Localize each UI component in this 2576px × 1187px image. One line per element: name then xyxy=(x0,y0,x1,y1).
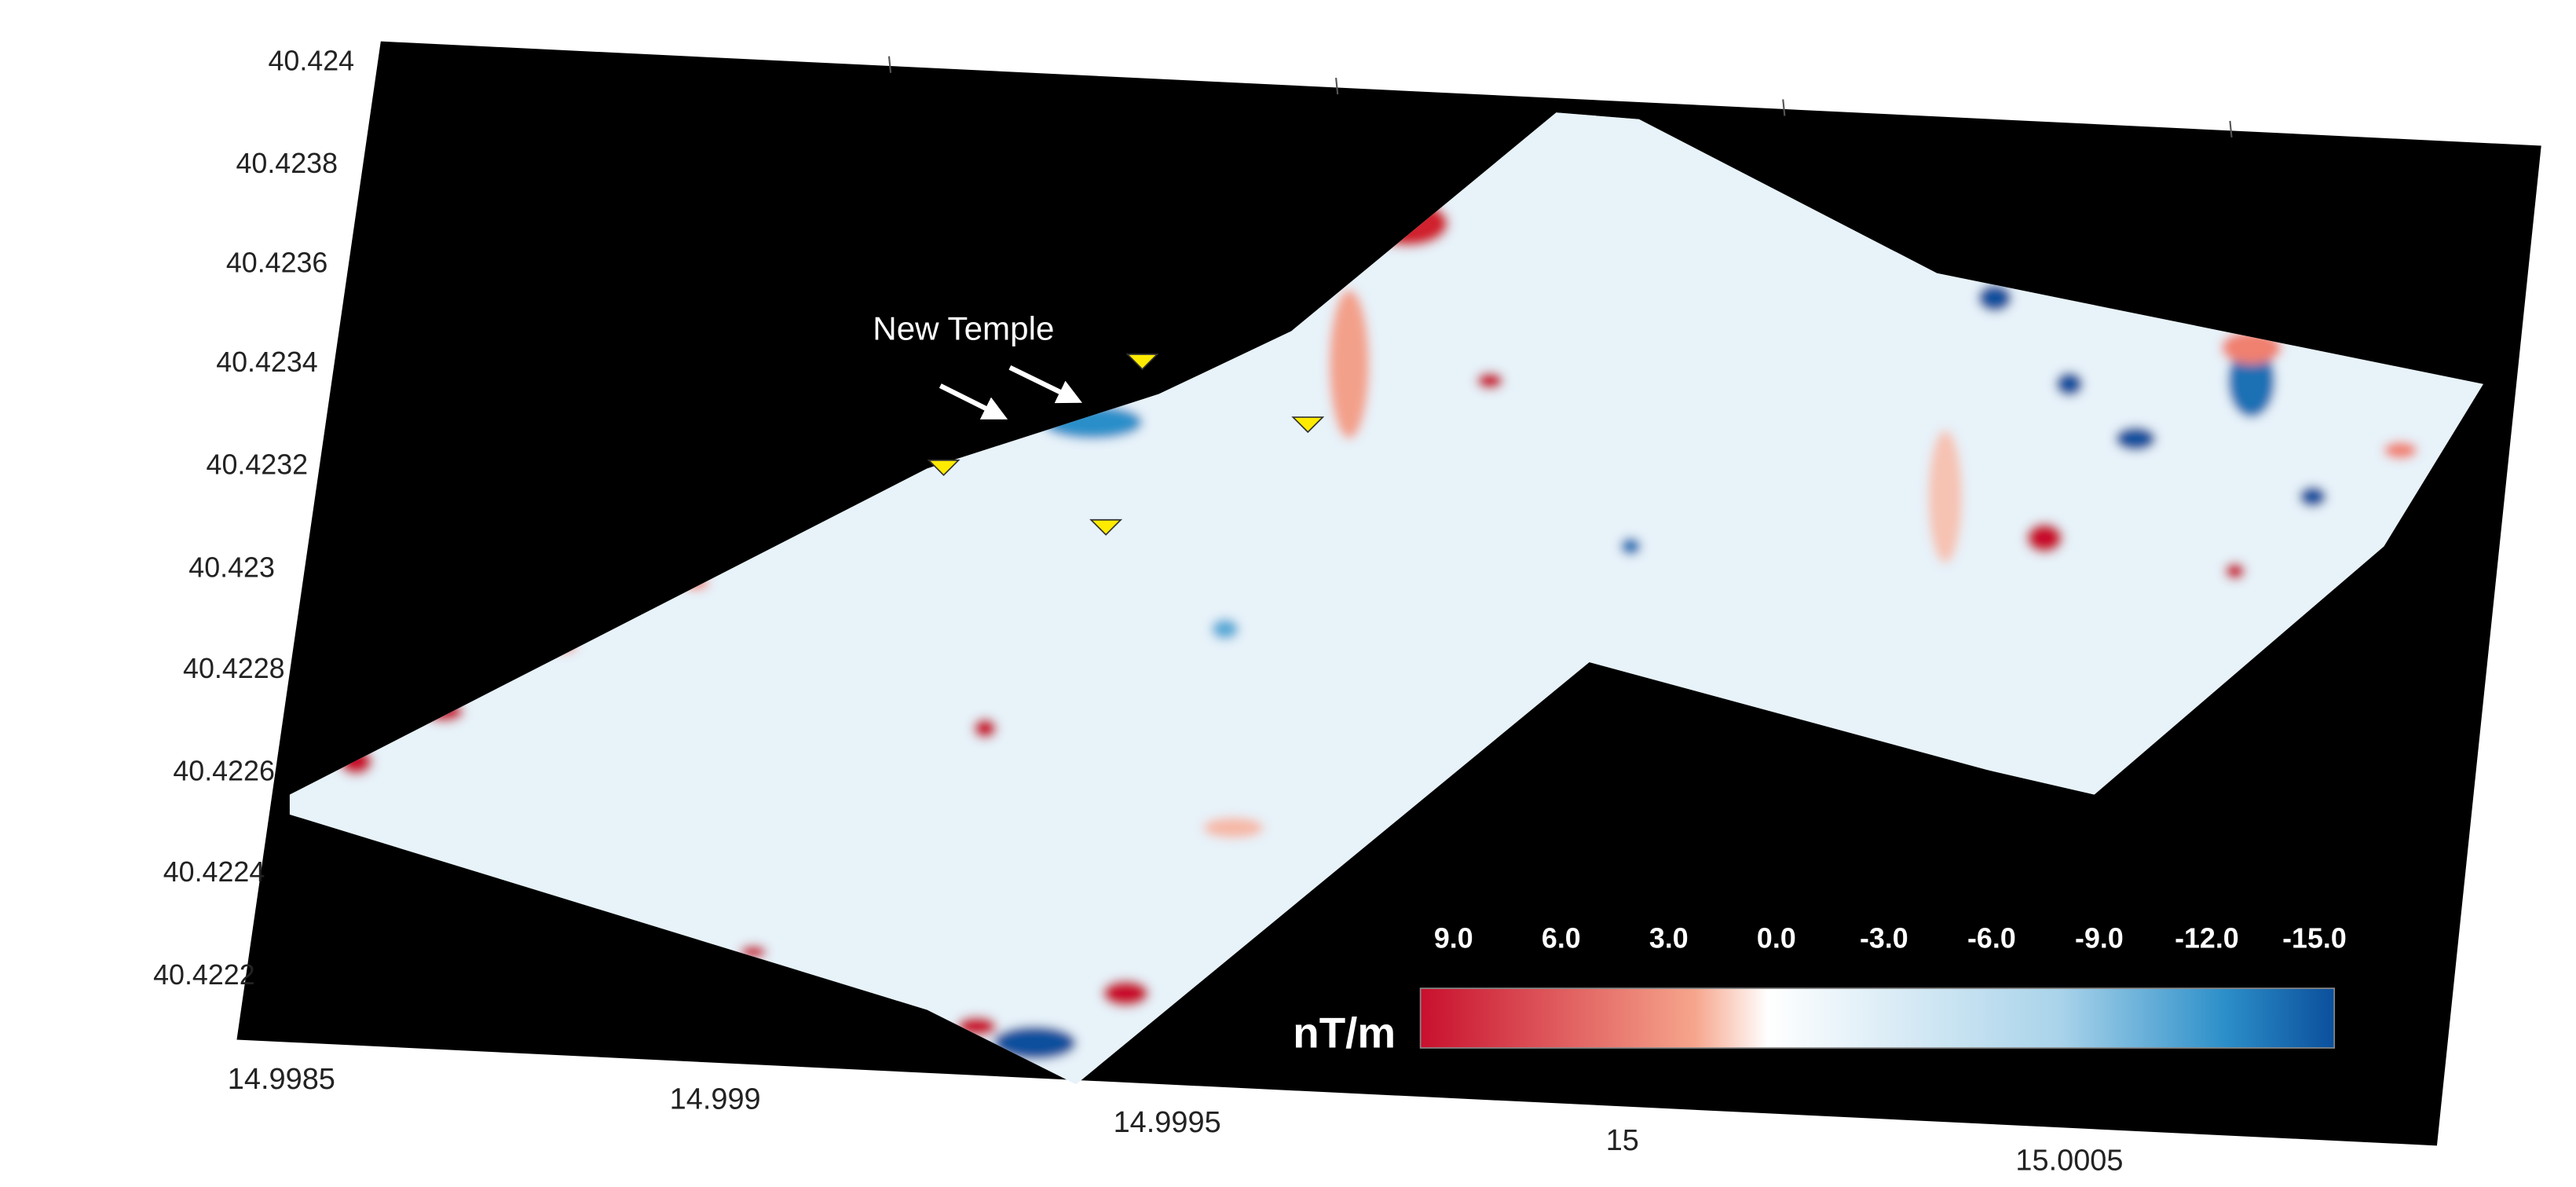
colorbar-tick-label: 0.0 xyxy=(1757,922,1796,954)
arrows xyxy=(939,365,1082,419)
y-tick-label: 40.424 xyxy=(268,46,354,77)
x-tick-label: 15.0005 xyxy=(2015,1144,2123,1177)
x-axis-labels: 14.9985 14.999 14.9995 15 15.0005 xyxy=(228,1063,2124,1177)
y-tick-label: 40.4224 xyxy=(163,856,265,888)
y-tick-label: 40.4234 xyxy=(216,346,318,378)
x-tick-label: 14.999 xyxy=(670,1083,761,1116)
x-tick-label: 15 xyxy=(1606,1124,1639,1157)
markers xyxy=(927,354,1325,536)
y-tick-label: 40.4222 xyxy=(153,959,255,991)
colorbar-tick-label: 3.0 xyxy=(1649,922,1689,954)
y-tick-label: 40.423 xyxy=(188,551,275,583)
y-axis-labels: 40.424 40.4238 40.4236 40.4234 40.4232 4… xyxy=(153,46,354,991)
y-tick-label: 40.4228 xyxy=(183,653,285,684)
x-tick-label: 14.9985 xyxy=(228,1063,335,1096)
colorbar-tick-label: 6.0 xyxy=(1542,922,1581,954)
annotation: New Temple xyxy=(873,310,1054,347)
y-tick-label: 40.4236 xyxy=(226,247,328,279)
x-tick-label: 14.9995 xyxy=(1114,1106,1221,1139)
colorbar-tick-label: -9.0 xyxy=(2075,922,2124,954)
colorbar: nT/m 9.0 6.0 3.0 0.0 -3.0 -6.0 -9.0 -12.0 -15.0 xyxy=(1293,922,2347,1057)
colorbar-tick-label: -12.0 xyxy=(2175,922,2239,954)
y-tick-label: 40.4232 xyxy=(207,449,309,481)
colorbar-tick-label: 9.0 xyxy=(1434,922,1473,954)
y-tick-label: 40.4238 xyxy=(236,148,338,179)
colorbar-scale xyxy=(1419,987,2336,1049)
colorbar-unit: nT/m xyxy=(1293,1009,1396,1057)
colorbar-tick-label: -15.0 xyxy=(2282,922,2347,954)
y-tick-label: 40.4226 xyxy=(173,756,275,787)
axis-ticks xyxy=(887,56,2233,138)
colorbar-tick-label: -3.0 xyxy=(1860,922,1908,954)
colorbar-tick-label: -6.0 xyxy=(1967,922,2016,954)
